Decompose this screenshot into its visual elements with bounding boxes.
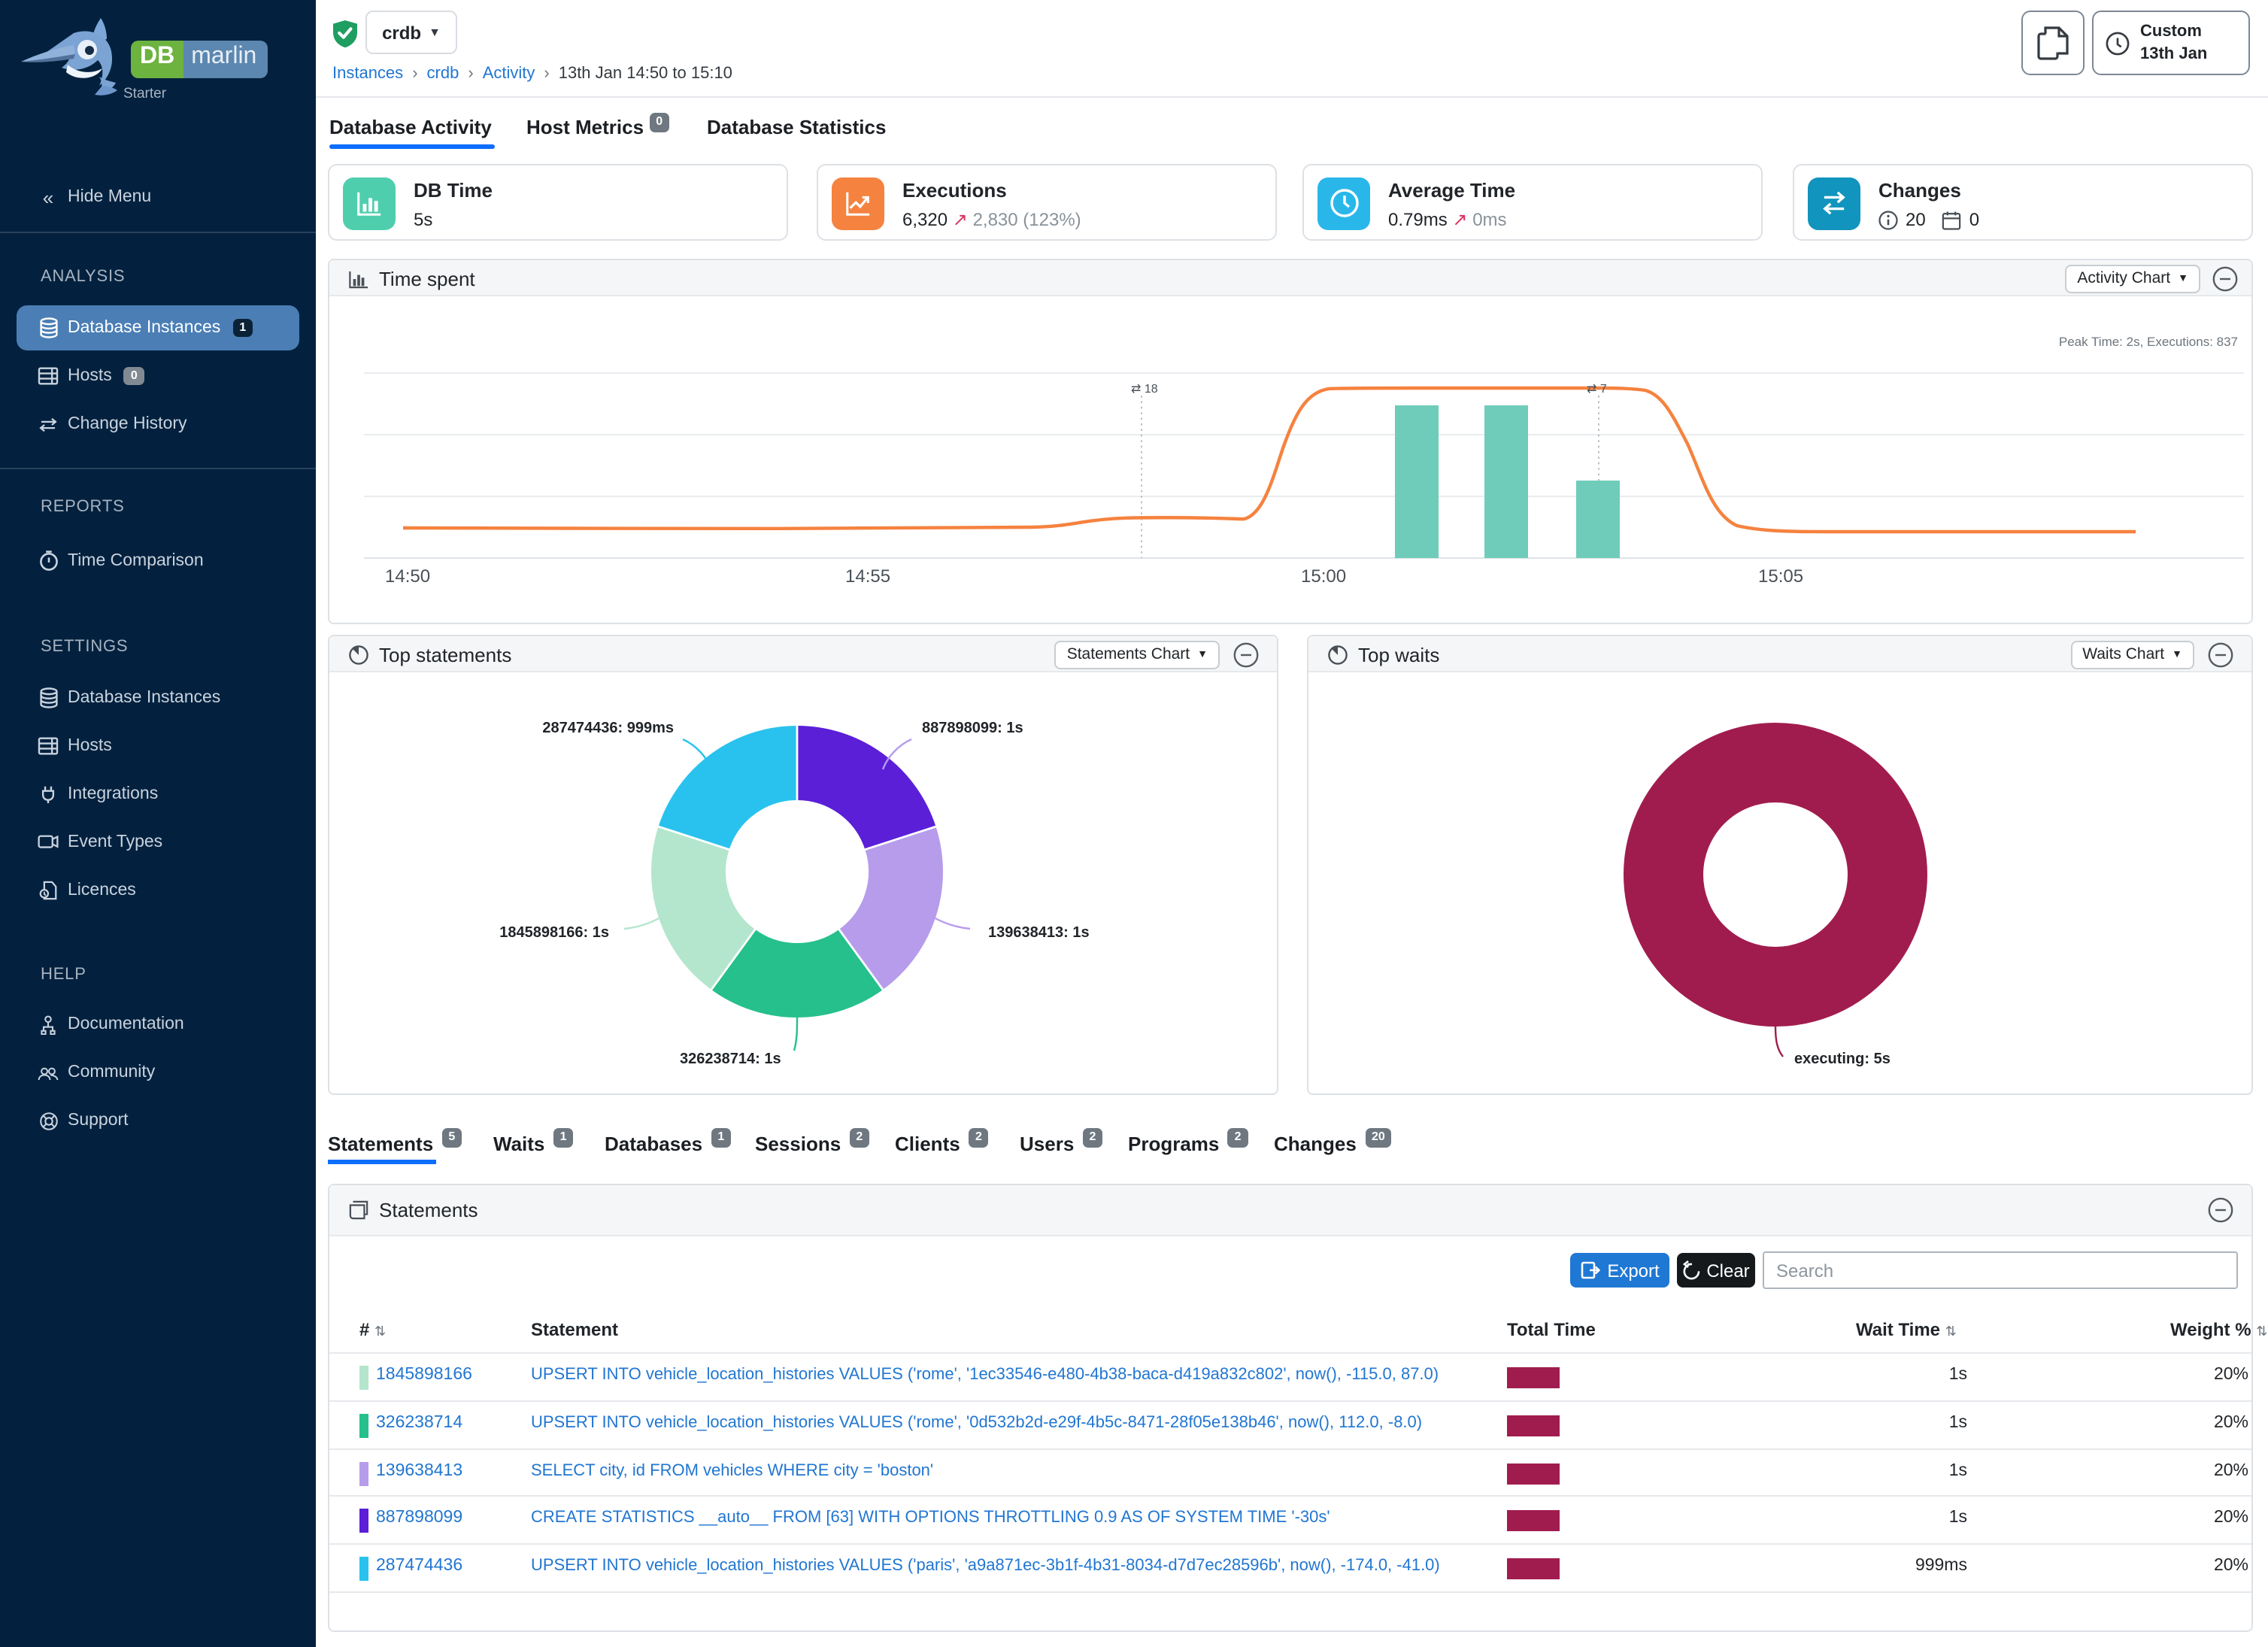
svg-text:⇄ 7: ⇄ 7 <box>1587 383 1607 396</box>
svg-text:1845898166: 1s: 1845898166: 1s <box>499 924 609 941</box>
svg-text:⇄ 18: ⇄ 18 <box>1131 383 1158 396</box>
svg-text:287474436: 999ms: 287474436: 999ms <box>542 720 674 736</box>
svg-text:887898099: 1s: 887898099: 1s <box>922 720 1023 736</box>
svg-text:139638413: 1s: 139638413: 1s <box>988 924 1090 941</box>
svg-text:326238714: 1s: 326238714: 1s <box>680 1051 781 1067</box>
svg-text:executing: 5s: executing: 5s <box>1794 1051 1891 1067</box>
